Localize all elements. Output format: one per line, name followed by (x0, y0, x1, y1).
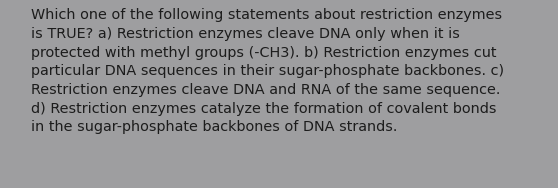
Text: Which one of the following statements about restriction enzymes
is TRUE? a) Rest: Which one of the following statements ab… (31, 8, 504, 134)
